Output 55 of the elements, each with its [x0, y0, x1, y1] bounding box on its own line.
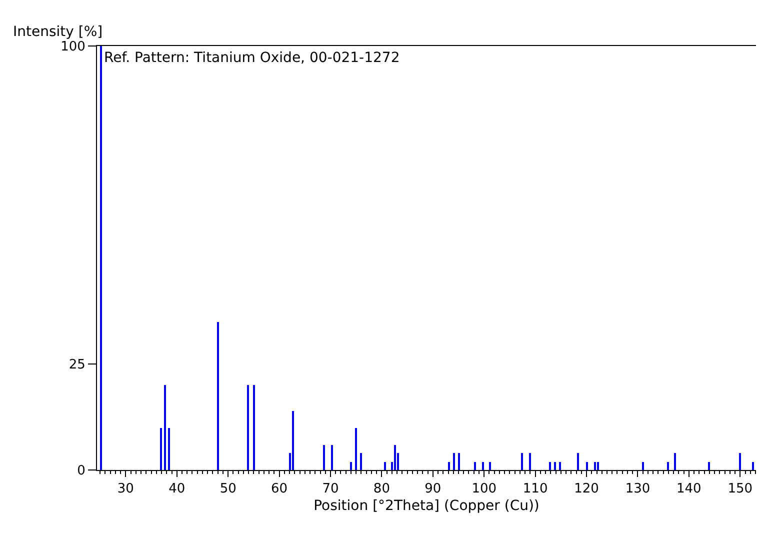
y-tick-label: 100 [60, 40, 86, 55]
bar [350, 462, 352, 470]
bar [597, 462, 599, 470]
bar [247, 385, 249, 470]
bar [739, 453, 741, 470]
x-tick-label: 80 [373, 482, 390, 497]
bar [164, 385, 166, 470]
bar [594, 462, 596, 470]
bar [489, 462, 491, 470]
bar [253, 385, 255, 470]
bar [394, 445, 396, 470]
x-tick-label: 100 [472, 482, 497, 497]
bar [752, 462, 754, 470]
bar [160, 428, 162, 470]
bar [521, 453, 523, 470]
bar [360, 453, 362, 470]
x-tick-label: 150 [728, 482, 753, 497]
bar [323, 445, 325, 470]
bar [384, 462, 386, 470]
x-tick-label: 120 [574, 482, 599, 497]
bar [168, 428, 170, 470]
x-tick-label: 90 [424, 482, 442, 497]
bar [642, 462, 644, 470]
bar [549, 462, 551, 470]
y-tick-label: 0 [77, 464, 86, 479]
bar [708, 462, 710, 470]
x-tick-label: 60 [271, 482, 288, 497]
bar [217, 322, 219, 470]
bar [448, 462, 450, 470]
y-tick-label: 25 [68, 358, 86, 373]
bar [586, 462, 588, 470]
x-tick-label: 70 [322, 482, 339, 497]
x-tick-label: 140 [676, 482, 702, 497]
y-axis-title: Intensity [%] [13, 24, 103, 40]
bar [453, 453, 455, 470]
x-tick-label: 40 [168, 482, 186, 497]
bar [331, 445, 333, 470]
bar [667, 462, 669, 470]
annotation: Ref. Pattern: Titanium Oxide, 00-021-1272 [104, 50, 400, 66]
x-tick-label: 110 [522, 482, 548, 497]
bar [100, 46, 102, 470]
bar [474, 462, 476, 470]
bar [554, 462, 556, 470]
bar [674, 453, 676, 470]
bar [355, 428, 357, 470]
x-axis-title: Position [°2Theta] (Copper (Cu)) [314, 498, 540, 514]
x-tick-label: 130 [625, 482, 650, 497]
x-tick-label: 50 [220, 482, 236, 497]
bar [529, 453, 531, 470]
x-tick-label: 30 [117, 482, 134, 497]
bar [458, 453, 460, 470]
bar [292, 411, 294, 470]
bar [482, 462, 484, 470]
bar [577, 453, 579, 470]
bar [559, 462, 561, 470]
